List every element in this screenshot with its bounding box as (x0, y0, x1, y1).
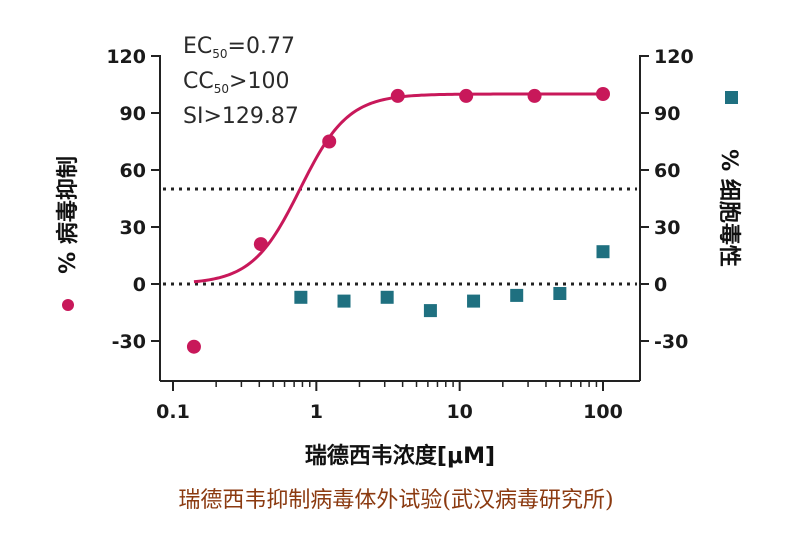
cytotoxicity-point (337, 294, 351, 308)
inhibition-point (253, 237, 268, 252)
left-y-tick-label: 60 (120, 160, 146, 182)
inhibition-point (390, 88, 405, 103)
x-ticks: 0.1 1 10 100 (156, 381, 623, 423)
left-y-tick-label: 90 (120, 103, 146, 125)
caption: 瑞德西韦抑制病毒体外试验(武汉病毒研究所) (178, 488, 613, 513)
x-tick-label: 1 (310, 401, 323, 423)
cytotoxicity-point (553, 287, 567, 300)
right-y-tick-label: -30 (654, 331, 688, 353)
right-y-tick-label: 30 (654, 217, 680, 239)
right-y-ticks: 120 90 60 30 0 -30 (640, 46, 694, 353)
left-y-tick-label: 30 (120, 217, 146, 239)
left-y-tick-label: 120 (106, 46, 146, 68)
right-y-tick-label: 0 (654, 274, 667, 296)
left-axis-title-text: % 病毒抑制 (55, 156, 81, 274)
cytotoxicity-point (467, 294, 481, 308)
plot-area: 120 90 60 30 0 -30 120 90 60 30 0 -30 0.1 1 10 100 (106, 46, 693, 423)
x-tick-label: 100 (583, 401, 623, 423)
x-tick-label: 10 (446, 401, 472, 423)
si-annotation: SI>129.87 (183, 104, 299, 129)
right-y-tick-label: 90 (654, 103, 680, 125)
right-axis-title-text: % 细胞毒性 (716, 149, 742, 267)
cytotoxicity-point (510, 288, 524, 302)
left-y-tick-label: -30 (112, 331, 146, 353)
reference-lines (163, 187, 637, 286)
left-y-ticks: 120 90 60 30 0 -30 (106, 46, 160, 353)
cytotoxicity-point (423, 304, 437, 318)
cytotoxicity-point (294, 290, 308, 304)
right-y-tick-label: 120 (654, 46, 694, 68)
x-axis-title: 瑞德西韦浓度[μM] (305, 443, 495, 469)
right-y-tick-label: 60 (654, 160, 680, 182)
inhibition-point (596, 87, 610, 101)
right-axis-legend-marker (725, 91, 738, 104)
inhibition-point (322, 134, 337, 149)
right-axis-title: % 细胞毒性 (716, 149, 742, 267)
cytotoxicity-point (596, 245, 610, 259)
cytotoxicity-point (380, 290, 394, 304)
left-axis-legend-marker (62, 299, 74, 311)
x-tick-label: 0.1 (156, 401, 190, 423)
inhibition-point (527, 88, 542, 103)
left-y-tick-label: 0 (133, 274, 146, 296)
inhibition-point (459, 88, 474, 103)
ec50-annotation: EC50=0.77 (183, 34, 295, 61)
left-axis-title: % 病毒抑制 (55, 156, 81, 274)
data-points (186, 87, 610, 354)
inhibition-point (186, 339, 201, 354)
cc50-annotation: CC50>100 (183, 69, 289, 96)
